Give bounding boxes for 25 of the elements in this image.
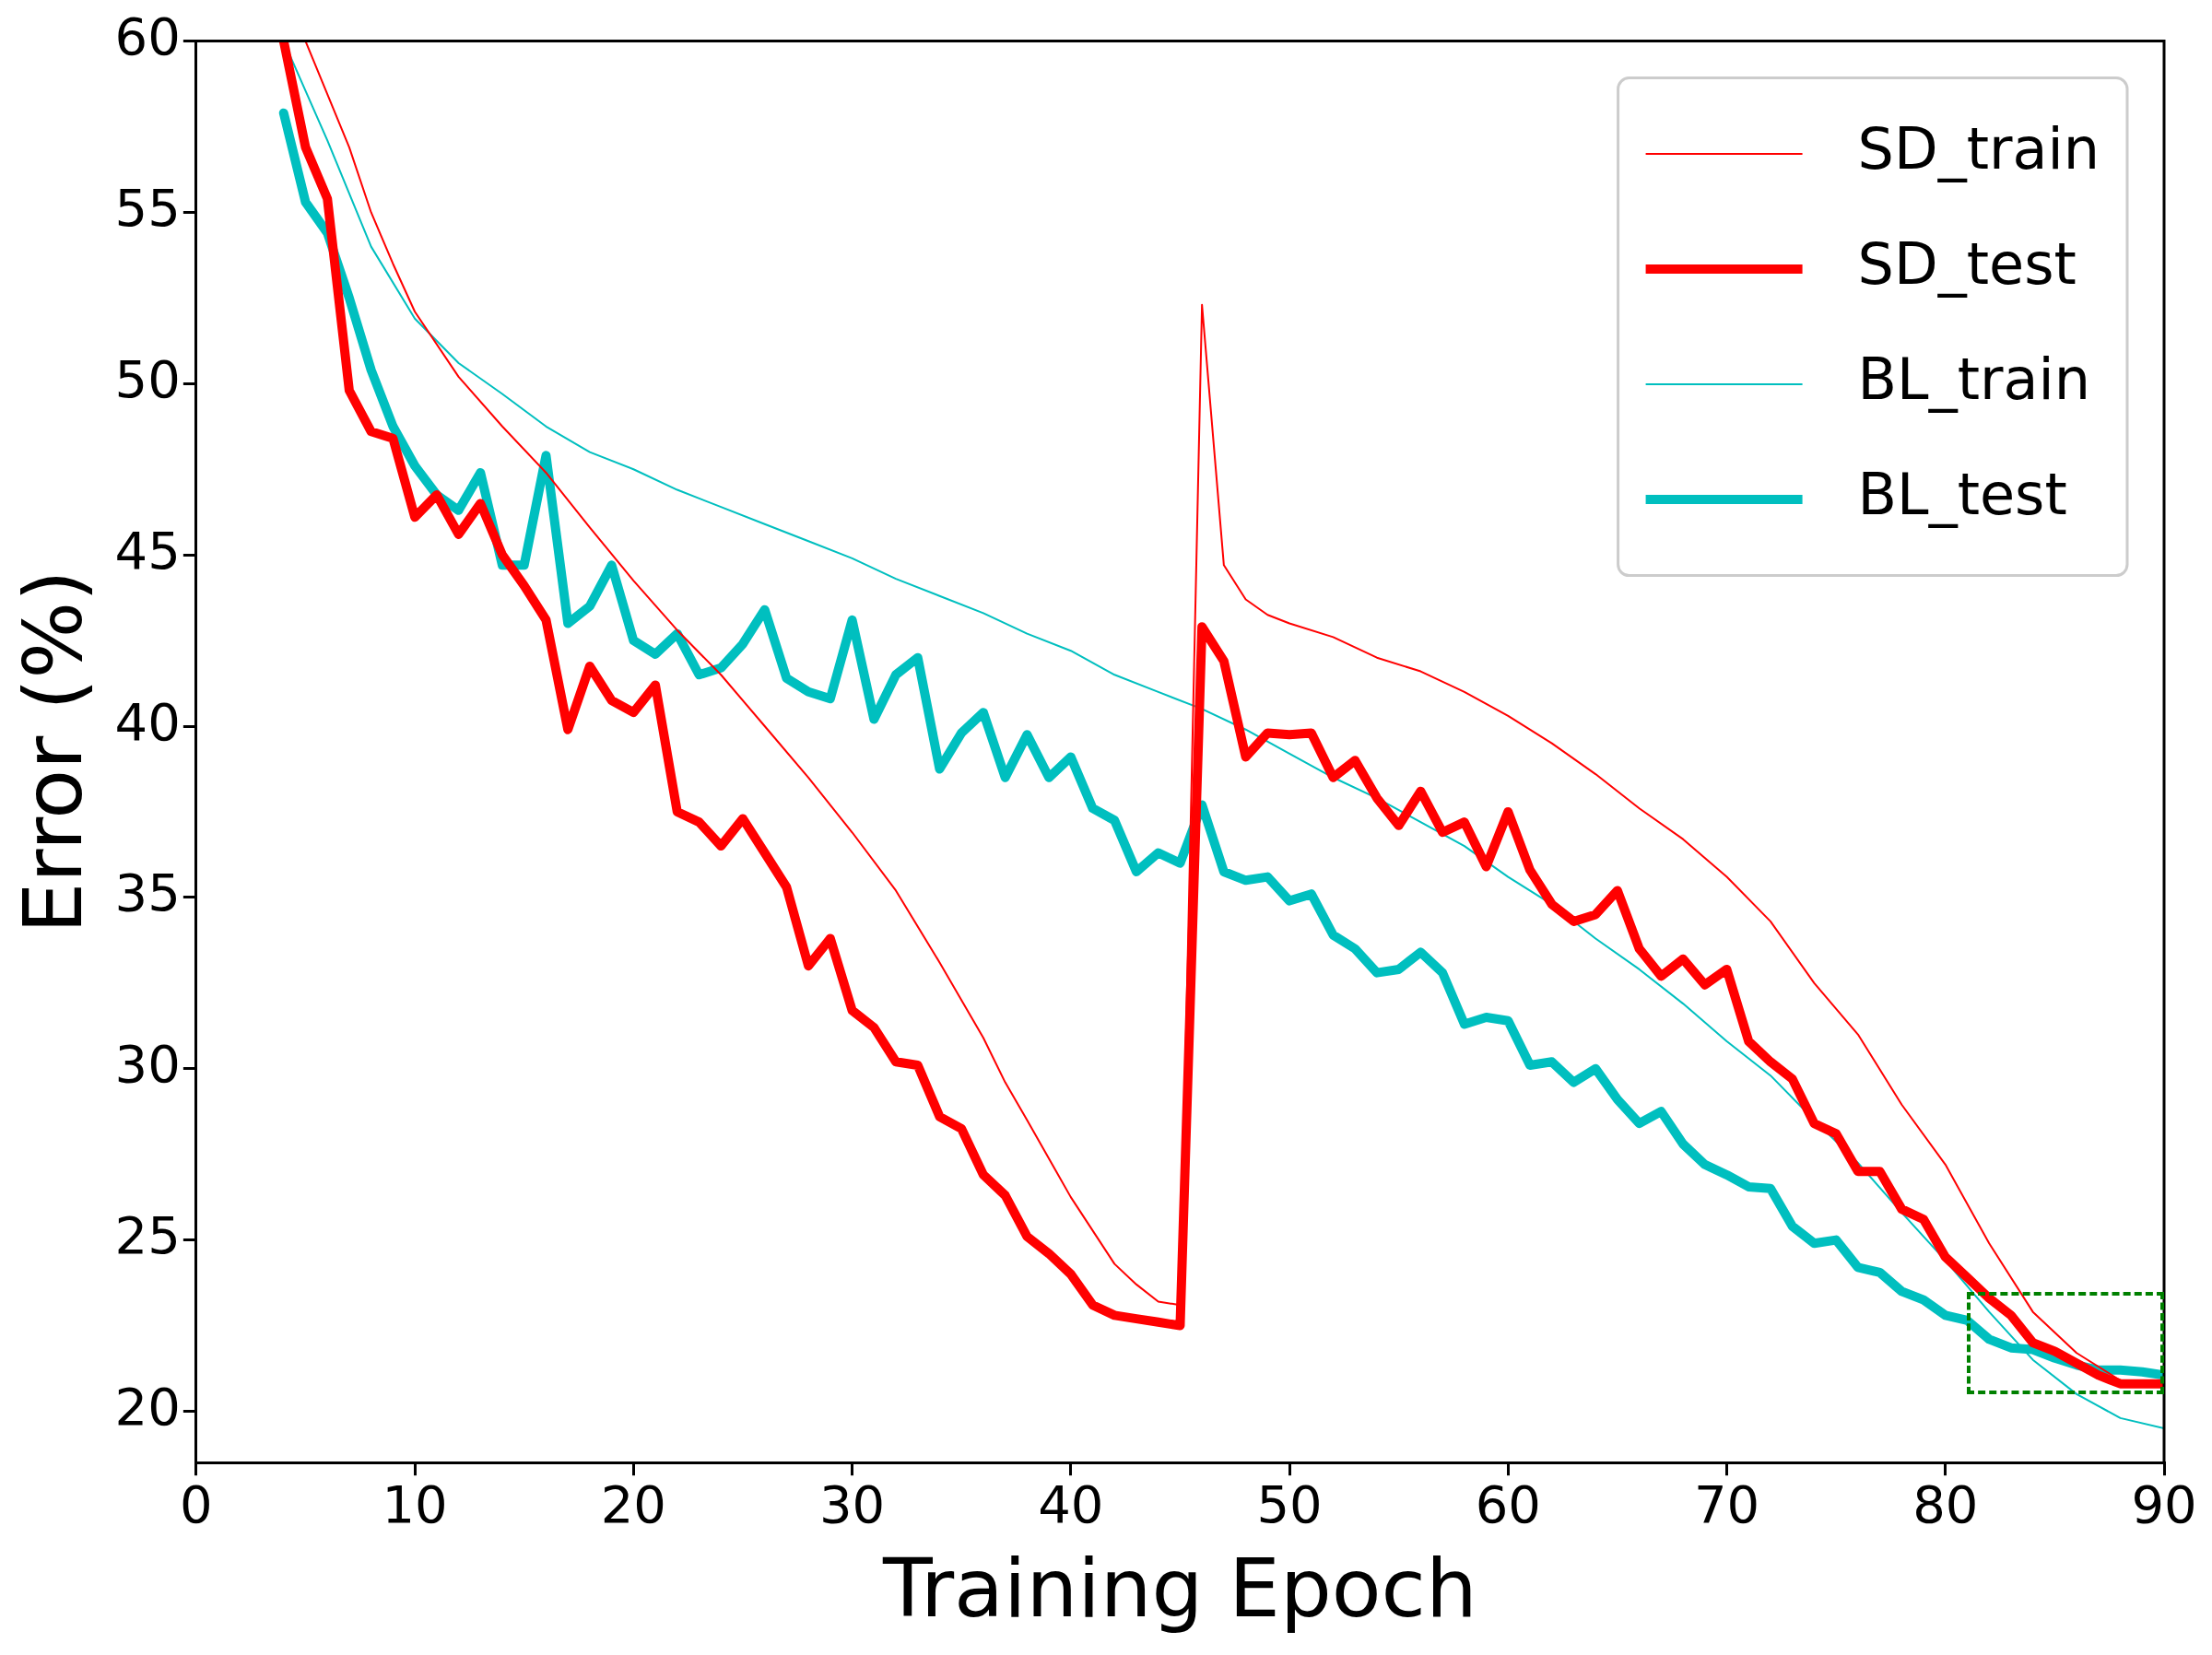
x-tick-label: 10 [382, 1474, 448, 1535]
x-tick-label: 50 [1256, 1474, 1323, 1535]
x-tick-label: 0 [180, 1474, 213, 1535]
y-axis-title: Error (%) [5, 569, 100, 934]
x-tick-label: 20 [600, 1474, 666, 1535]
y-tick-label: 25 [114, 1205, 181, 1266]
x-axis-title: Training Epoch [882, 1541, 1477, 1637]
legend-label: BL_test [1857, 461, 2067, 529]
x-tick-label: 90 [2131, 1474, 2197, 1535]
y-tick-label: 40 [114, 691, 181, 752]
legend-label: SD_train [1857, 115, 2100, 183]
y-tick-label: 30 [114, 1034, 181, 1095]
x-tick-label: 60 [1475, 1474, 1541, 1535]
y-tick-label: 55 [114, 178, 181, 238]
x-tick-label: 70 [1693, 1474, 1760, 1535]
x-tick-label: 80 [1912, 1474, 1979, 1535]
y-tick-label: 45 [114, 520, 181, 581]
x-tick-label: 30 [818, 1474, 886, 1535]
y-tick-label: 60 [114, 6, 181, 67]
y-tick-label: 35 [114, 863, 181, 923]
y-tick-label: 50 [114, 348, 181, 409]
legend-label: SD_test [1857, 230, 2077, 299]
x-tick-label: 40 [1038, 1474, 1104, 1535]
y-tick-label: 20 [114, 1376, 181, 1437]
legend-label: BL_train [1857, 346, 2090, 414]
